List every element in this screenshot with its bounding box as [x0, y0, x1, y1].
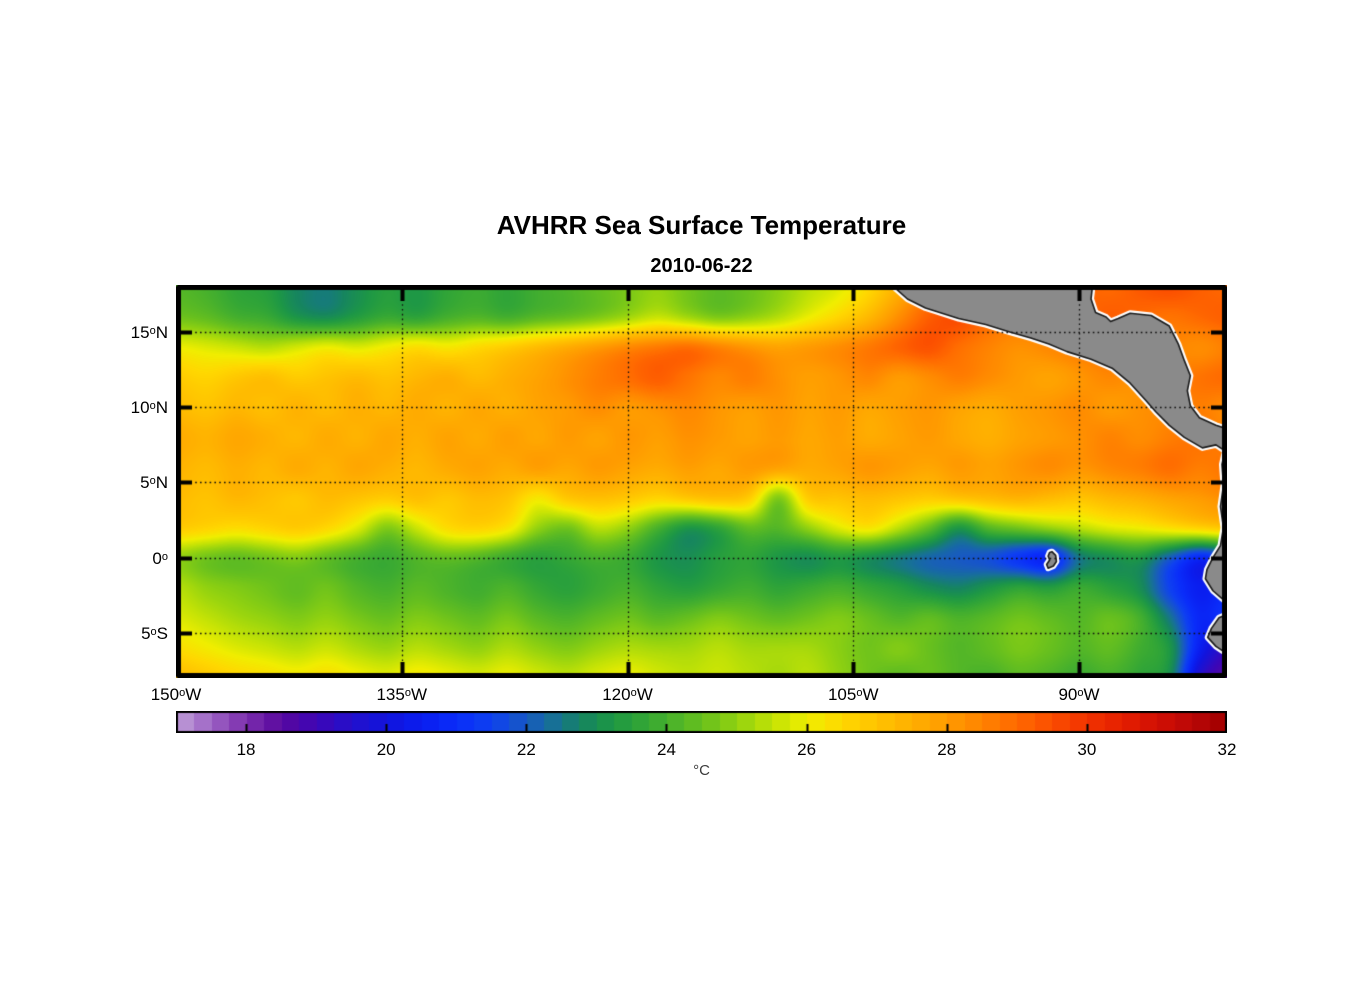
lat-tick-label: 0o [152, 548, 168, 568]
colorbar-tick-label: 22 [516, 740, 536, 759]
colorbar-canvas [176, 711, 1227, 733]
lat-tick-label: 15oN [130, 323, 168, 343]
lon-tick-label: 135oW [376, 685, 428, 704]
colorbar-tick-label: 26 [797, 740, 817, 759]
lat-tick-label: 5oS [141, 623, 168, 643]
colorbar-tick-label: 20 [376, 740, 396, 759]
colorbar-tick-label: 32 [1217, 740, 1237, 759]
lat-tick-label: 5oN [140, 473, 168, 493]
lon-tick-label: 90oW [1058, 685, 1100, 704]
colorbar-unit-label: °C [693, 762, 710, 779]
chart-title: AVHRR Sea Surface Temperature [496, 210, 907, 240]
chart-date-subtitle: 2010-06-22 [650, 255, 753, 277]
colorbar-tick-label: 18 [236, 740, 256, 759]
colorbar-tick-label: 30 [1077, 740, 1097, 759]
lat-tick-label: 10oN [130, 398, 168, 418]
lon-tick-label: 105oW [827, 685, 879, 704]
colorbar-tick-label: 24 [656, 740, 676, 759]
colorbar-tick-label: 28 [937, 740, 957, 759]
lon-tick-label: 150oW [150, 685, 202, 704]
lon-tick-label: 120oW [602, 685, 653, 704]
sst-map-canvas [176, 285, 1227, 678]
